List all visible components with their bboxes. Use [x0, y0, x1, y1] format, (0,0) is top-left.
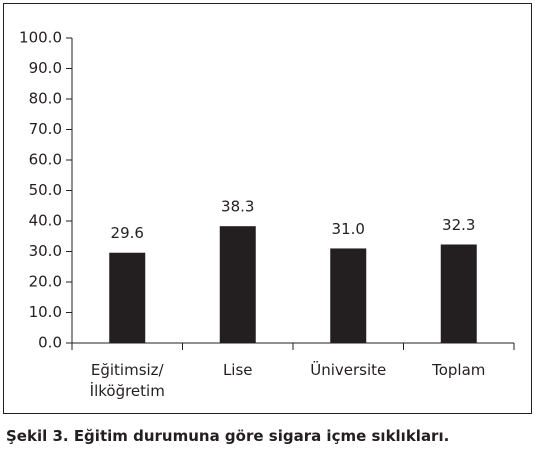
y-tick-label: 90.0 [29, 59, 62, 77]
x-tick-label: Toplam [432, 361, 486, 379]
value-label: 29.6 [111, 224, 144, 242]
y-tick-label: 30.0 [29, 242, 62, 260]
y-tick-label: 50.0 [29, 181, 62, 199]
x-tick-label: Üniversite [310, 361, 387, 379]
bar [440, 244, 477, 343]
y-tick-label: 60.0 [29, 151, 62, 169]
value-label: 31.0 [332, 220, 365, 238]
x-tick-label: Lise [222, 361, 253, 379]
y-tick-label: 20.0 [29, 273, 62, 291]
bar [219, 226, 256, 343]
y-tick-label: 80.0 [29, 90, 62, 108]
x-tick-label: Eğitimsiz/ İlköğretim [89, 361, 165, 400]
caption: Şekil 3. Eğitim durumuna göre sigara içm… [6, 427, 450, 445]
y-tick-label: 100.0 [19, 29, 62, 47]
bar [109, 252, 146, 343]
value-label: 32.3 [442, 216, 475, 234]
y-tick-label: 40.0 [29, 212, 62, 230]
y-tick-label: 70.0 [29, 120, 62, 138]
bar [330, 248, 367, 343]
value-label: 38.3 [221, 198, 254, 216]
frame [3, 3, 532, 414]
y-tick-label: 10.0 [29, 303, 62, 321]
y-tick-label: 0.0 [38, 334, 62, 352]
